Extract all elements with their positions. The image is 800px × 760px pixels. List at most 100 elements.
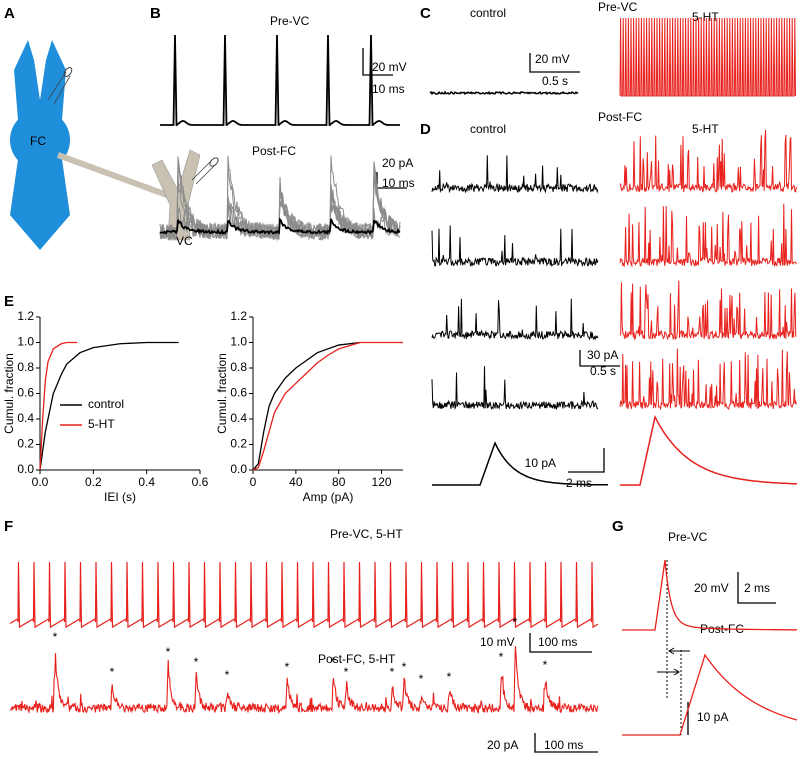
- scale-label: 10 pA: [697, 710, 728, 724]
- x-tick-label: 0.4: [138, 475, 155, 489]
- cdf-line: [252, 341, 361, 471]
- scale-label: 100 ms: [538, 635, 577, 649]
- legend-label: 5-HT: [88, 417, 115, 431]
- label: Pre-VC: [598, 0, 638, 14]
- label: Post-FC: [598, 110, 642, 124]
- trace: [159, 217, 401, 236]
- label: FC: [30, 134, 46, 148]
- scale-label: 20 pA: [487, 738, 518, 752]
- trace: [622, 653, 798, 736]
- panel-label: F: [4, 518, 13, 535]
- pipette: [209, 157, 219, 167]
- scale-label: 20 mV: [535, 52, 570, 66]
- scale-label: 10 pA: [525, 456, 556, 470]
- asterisk: *: [225, 668, 230, 682]
- x-tick-label: 40: [289, 475, 303, 489]
- scale-label: 0.5 s: [590, 364, 616, 378]
- asterisk: *: [331, 655, 336, 669]
- scale-label: 20 mV: [372, 60, 407, 74]
- trace: [619, 130, 797, 193]
- pipette: [63, 67, 73, 77]
- scale-label: 0.5 s: [542, 74, 568, 88]
- scale-bar: [529, 53, 580, 73]
- panel-label: B: [150, 5, 161, 22]
- trace: [619, 280, 797, 341]
- trace: [429, 90, 579, 96]
- y-tick-label: 1.2: [230, 309, 247, 323]
- trace: [619, 203, 797, 268]
- panel-label: C: [420, 5, 431, 22]
- asterisk: *: [285, 660, 290, 674]
- trace: [620, 414, 797, 486]
- y-tick-label: 0.8: [230, 360, 247, 374]
- scale-bar: [362, 48, 393, 76]
- label: Pre-VC: [668, 530, 708, 544]
- x-tick-label: 0.6: [192, 475, 209, 489]
- arrow: [657, 647, 690, 676]
- label: Post-FC: [252, 144, 296, 158]
- asterisk: *: [543, 658, 548, 672]
- trace: [619, 17, 796, 97]
- label: Pre-VC, 5-HT: [330, 527, 403, 541]
- y-tick-label: 0.8: [17, 360, 34, 374]
- trace: [619, 348, 797, 411]
- x-axis-label: Amp (pA): [303, 490, 354, 504]
- cdf-line: [252, 341, 403, 471]
- scale-label: 20 pA: [382, 156, 413, 170]
- x-axis-label: IEI (s): [104, 490, 136, 504]
- y-tick-label: 0.2: [230, 437, 247, 451]
- scale-bar: [534, 733, 598, 753]
- y-tick-label: 1.0: [230, 335, 247, 349]
- pipette: [47, 71, 71, 105]
- panel-labels: A B C D E F G: [4, 5, 624, 535]
- scale-bar: [529, 633, 592, 653]
- trace: [432, 441, 609, 486]
- y-tick-label: 1.2: [17, 309, 34, 323]
- x-tick-label: 0: [250, 475, 257, 489]
- trace: [431, 155, 599, 194]
- trace: [9, 645, 599, 714]
- y-tick-label: 0.4: [17, 411, 34, 425]
- y-tick-label: 0.0: [17, 462, 34, 476]
- label: Pre-VC: [270, 14, 310, 28]
- trace: [159, 173, 401, 241]
- axon: [56, 152, 177, 201]
- trace: [160, 34, 400, 126]
- scale-bar: [568, 448, 605, 473]
- legend-label: control: [88, 397, 124, 411]
- y-tick-label: 0.0: [230, 462, 247, 476]
- y-axis-label: Cumul. fraction: [215, 353, 229, 434]
- asterisk: *: [194, 655, 199, 669]
- label: control: [470, 6, 506, 20]
- asterisk: *: [402, 660, 407, 674]
- trace: [622, 559, 797, 631]
- scale-label: 100 ms: [544, 738, 583, 752]
- scale-label: 10 ms: [382, 176, 415, 190]
- asterisk: *: [419, 672, 424, 686]
- x-tick-label: 80: [332, 475, 346, 489]
- panel-label: D: [420, 121, 431, 138]
- y-tick-label: 0.4: [230, 411, 247, 425]
- panel-label: A: [4, 5, 15, 22]
- x-tick-label: 0.0: [32, 475, 49, 489]
- x-tick-label: 0.2: [85, 475, 102, 489]
- axis: [252, 317, 403, 471]
- cdf-line: [39, 341, 179, 471]
- trace: [431, 366, 599, 411]
- label: 5-HT: [692, 122, 719, 136]
- scale-bar: [579, 350, 620, 367]
- trace: [431, 298, 599, 341]
- scale-label: 10 ms: [372, 82, 405, 96]
- scale-label: 2 ms: [566, 476, 592, 490]
- asterisk: *: [447, 670, 452, 684]
- asterisk: *: [499, 650, 504, 664]
- y-tick-label: 0.6: [17, 386, 34, 400]
- asterisk: *: [513, 615, 518, 629]
- scale-label: 10 mV: [480, 635, 515, 649]
- scale-label: 30 pA: [587, 348, 618, 362]
- pipette: [191, 159, 217, 185]
- trace: [159, 161, 401, 240]
- asterisk: *: [110, 665, 115, 679]
- scale-label: 2 ms: [744, 581, 770, 595]
